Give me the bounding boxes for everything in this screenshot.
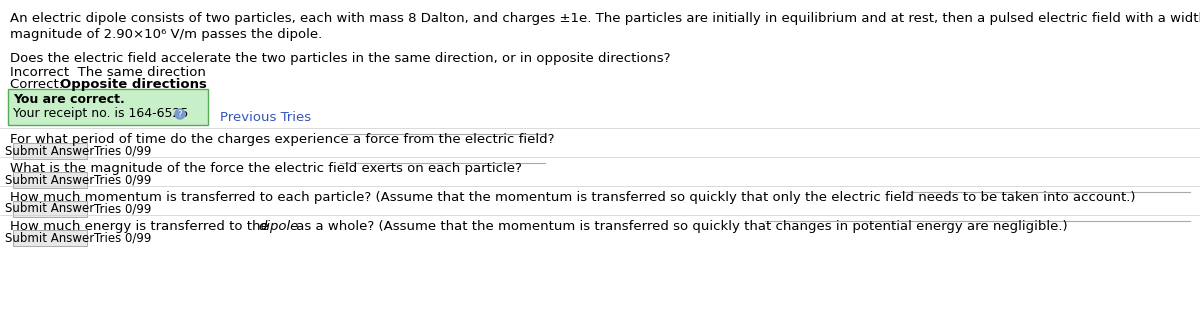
FancyBboxPatch shape [13,201,88,217]
Text: An electric dipole consists of two particles, each with mass 8 Dalton, and charg: An electric dipole consists of two parti… [10,12,1200,25]
Text: dipole: dipole [258,220,299,233]
Text: You are correct.: You are correct. [13,93,125,106]
Text: Tries 0/99: Tries 0/99 [94,145,151,157]
Text: Incorrect  The same direction: Incorrect The same direction [10,66,206,79]
Text: How much energy is transferred to the: How much energy is transferred to the [10,220,274,233]
Text: Submit Answer: Submit Answer [5,145,95,157]
Text: Submit Answer: Submit Answer [5,232,95,244]
Text: How much momentum is transferred to each particle? (Assume that the momentum is : How much momentum is transferred to each… [10,191,1135,204]
Text: as a whole? (Assume that the momentum is transferred so quickly that changes in : as a whole? (Assume that the momentum is… [292,220,1068,233]
Text: Previous Tries: Previous Tries [220,111,311,124]
Text: Submit Answer: Submit Answer [5,174,95,186]
Text: Submit Answer: Submit Answer [5,203,95,215]
Text: Tries 0/99: Tries 0/99 [94,203,151,215]
FancyBboxPatch shape [13,230,88,246]
Text: Correct:: Correct: [10,78,67,91]
Text: For what period of time do the charges experience a force from the electric fiel: For what period of time do the charges e… [10,133,554,146]
Text: magnitude of 2.90×10⁶ V/m passes the dipole.: magnitude of 2.90×10⁶ V/m passes the dip… [10,28,323,41]
FancyBboxPatch shape [8,89,208,125]
Text: Opposite directions: Opposite directions [60,78,206,91]
Text: What is the magnitude of the force the electric field exerts on each particle?: What is the magnitude of the force the e… [10,162,522,175]
Text: Does the electric field accelerate the two particles in the same direction, or i: Does the electric field accelerate the t… [10,52,671,65]
FancyBboxPatch shape [13,143,88,159]
FancyBboxPatch shape [13,172,88,188]
Circle shape [175,109,185,119]
Text: Your receipt no. is 164-6525: Your receipt no. is 164-6525 [13,107,188,120]
Text: Tries 0/99: Tries 0/99 [94,174,151,186]
Text: Tries 0/99: Tries 0/99 [94,232,151,244]
Text: ?: ? [178,109,182,118]
